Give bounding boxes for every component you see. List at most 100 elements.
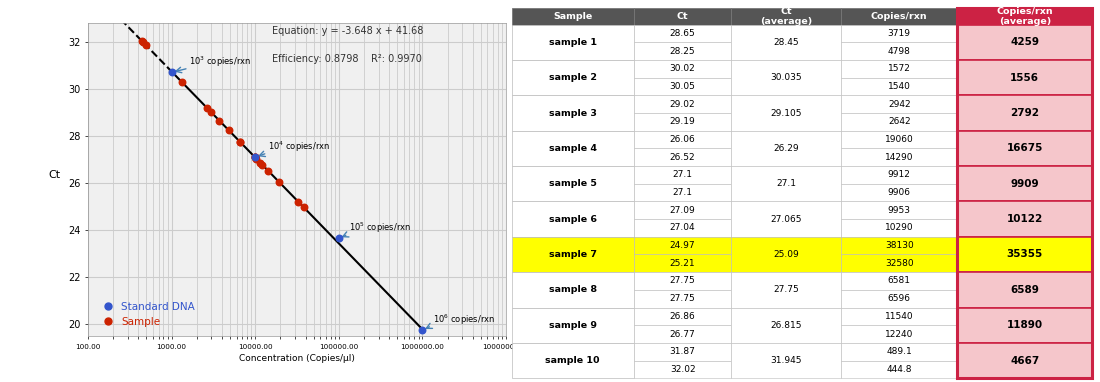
Text: 4798: 4798 xyxy=(888,47,911,56)
Text: 27.1: 27.1 xyxy=(672,170,693,180)
Bar xyxy=(634,96,732,113)
Point xyxy=(134,39,152,45)
Text: 26.77: 26.77 xyxy=(670,330,695,338)
Text: 11540: 11540 xyxy=(884,312,913,321)
Bar xyxy=(512,96,634,131)
Text: Ct: Ct xyxy=(676,12,689,21)
Bar xyxy=(732,272,842,308)
Text: 6589: 6589 xyxy=(1011,285,1040,295)
Point xyxy=(136,42,154,48)
Bar xyxy=(634,60,732,78)
Point xyxy=(270,179,287,185)
Text: sample 5: sample 5 xyxy=(549,179,596,188)
Text: 24.97: 24.97 xyxy=(670,241,695,250)
Point xyxy=(198,105,216,111)
Point xyxy=(246,154,264,160)
Text: 27.04: 27.04 xyxy=(670,223,695,233)
Text: 6581: 6581 xyxy=(888,277,911,285)
Text: 26.52: 26.52 xyxy=(670,153,695,162)
Bar xyxy=(842,60,957,78)
Bar xyxy=(634,201,732,219)
Text: 2792: 2792 xyxy=(1010,108,1040,118)
Point xyxy=(260,168,277,174)
Bar xyxy=(842,254,957,272)
Bar xyxy=(634,113,732,131)
Text: 12240: 12240 xyxy=(886,330,913,338)
Bar xyxy=(957,96,1092,131)
Bar xyxy=(957,8,1092,378)
Text: 35355: 35355 xyxy=(1006,249,1043,259)
Text: sample 1: sample 1 xyxy=(549,38,596,47)
Bar xyxy=(842,237,957,254)
Bar xyxy=(842,272,957,290)
Text: sample 6: sample 6 xyxy=(549,215,596,223)
Text: 10122: 10122 xyxy=(1006,214,1043,224)
Point xyxy=(210,118,228,124)
Bar xyxy=(957,237,1092,272)
Bar xyxy=(732,131,842,166)
Bar xyxy=(512,8,634,25)
Point xyxy=(246,154,264,160)
Text: sample 8: sample 8 xyxy=(549,285,597,295)
Point xyxy=(163,69,180,75)
Bar xyxy=(732,343,842,378)
Text: 27.75: 27.75 xyxy=(670,294,695,303)
Point xyxy=(231,139,249,145)
Bar xyxy=(842,149,957,166)
Text: 31.945: 31.945 xyxy=(770,356,802,365)
Bar xyxy=(842,325,957,343)
Bar xyxy=(732,308,842,343)
Bar xyxy=(842,131,957,149)
Text: 444.8: 444.8 xyxy=(887,365,912,374)
Text: 6596: 6596 xyxy=(888,294,911,303)
Legend: Standard DNA, Sample: Standard DNA, Sample xyxy=(94,298,199,331)
Bar xyxy=(732,201,842,237)
Text: sample 10: sample 10 xyxy=(546,356,600,365)
Text: 28.65: 28.65 xyxy=(670,29,695,38)
Text: 27.065: 27.065 xyxy=(770,215,802,223)
Text: 29.19: 29.19 xyxy=(670,118,695,126)
Bar xyxy=(512,60,634,96)
Bar xyxy=(842,308,957,325)
Text: 26.815: 26.815 xyxy=(770,320,802,330)
Text: 4259: 4259 xyxy=(1010,37,1040,47)
Point xyxy=(246,154,264,160)
Text: Copies/rxn: Copies/rxn xyxy=(871,12,927,21)
Text: 30.02: 30.02 xyxy=(670,65,695,73)
Bar xyxy=(842,343,957,361)
Point xyxy=(252,160,270,166)
Text: Ct
(average): Ct (average) xyxy=(760,6,812,26)
Bar xyxy=(634,131,732,149)
Text: 9906: 9906 xyxy=(888,188,911,197)
Bar xyxy=(842,42,957,60)
Bar xyxy=(512,201,634,237)
Bar xyxy=(957,201,1092,237)
Bar xyxy=(634,343,732,361)
Bar xyxy=(634,308,732,325)
Bar xyxy=(634,325,732,343)
Bar xyxy=(732,166,842,201)
Text: sample 4: sample 4 xyxy=(549,144,596,153)
Bar xyxy=(842,25,957,42)
Text: 19060: 19060 xyxy=(884,135,914,144)
Bar xyxy=(634,361,732,378)
Bar xyxy=(842,361,957,378)
Text: 32.02: 32.02 xyxy=(670,365,695,374)
Point xyxy=(330,235,348,241)
Point xyxy=(231,139,249,145)
Text: 489.1: 489.1 xyxy=(887,347,912,356)
Bar xyxy=(512,25,634,60)
Text: 27.75: 27.75 xyxy=(773,285,799,295)
Text: 27.75: 27.75 xyxy=(670,277,695,285)
Point xyxy=(220,127,238,133)
Bar xyxy=(842,184,957,201)
Text: 26.29: 26.29 xyxy=(773,144,799,153)
Bar xyxy=(634,78,732,96)
Text: 9953: 9953 xyxy=(888,206,911,215)
Point xyxy=(295,204,312,210)
Text: 1540: 1540 xyxy=(888,82,911,91)
Text: 1572: 1572 xyxy=(888,65,911,73)
Bar xyxy=(842,166,957,184)
Text: 3719: 3719 xyxy=(888,29,911,38)
Bar xyxy=(957,308,1092,343)
